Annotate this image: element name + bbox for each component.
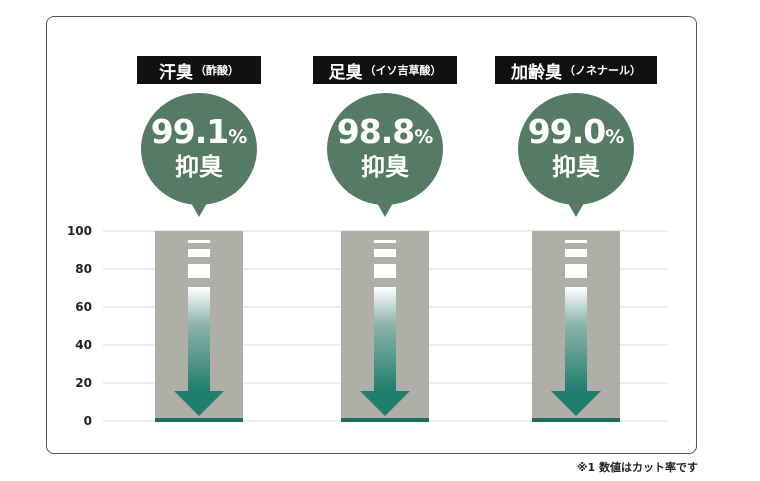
arrow-dash <box>565 264 587 278</box>
y-tick-label: 0 <box>84 414 92 428</box>
y-tick-label: 40 <box>75 338 92 352</box>
arrow-dash <box>565 240 587 243</box>
value-bubble: 98.8% 抑臭 <box>327 93 443 217</box>
data-label: 98.8% <box>327 113 443 156</box>
category-subname: （ノネナール） <box>564 64 641 77</box>
y-tick-label: 100 <box>67 224 92 238</box>
y-tick-label: 20 <box>75 376 92 390</box>
data-label-unit: % <box>228 126 248 148</box>
bubble-tail <box>377 203 393 217</box>
data-label-value: 99.1 <box>150 112 229 151</box>
category-label: 加齢臭 （ノネナール） <box>495 56 657 84</box>
data-label-unit: % <box>414 126 434 148</box>
arrow-dash <box>188 240 210 243</box>
category-label: 汗臭 （酢酸） <box>137 56 261 84</box>
data-label-caption: 抑臭 <box>175 153 223 181</box>
arrow-dash <box>374 240 396 243</box>
category-subname: （酢酸） <box>195 64 239 77</box>
data-label-unit: % <box>605 126 625 148</box>
bubble-tail <box>568 203 584 217</box>
arrow-shaft <box>374 287 396 391</box>
y-tick-label: 80 <box>75 262 92 276</box>
data-label-value: 98.8 <box>336 112 415 151</box>
bar-baseline <box>532 418 620 422</box>
chart-frame <box>46 16 697 454</box>
category-name: 足臭 <box>328 62 363 83</box>
bubble-tail <box>191 203 207 217</box>
data-label-caption: 抑臭 <box>361 153 409 181</box>
arrow-dash <box>374 249 396 257</box>
footnote: ※1 数値はカット率です <box>576 461 698 474</box>
data-label: 99.0% <box>518 113 634 156</box>
data-label: 99.1% <box>141 113 257 156</box>
arrow-shaft <box>565 287 587 391</box>
arrow-head <box>360 391 410 416</box>
arrow-head <box>551 391 601 416</box>
bar-baseline <box>341 418 429 422</box>
category-name: 汗臭 <box>159 62 193 83</box>
arrow-shaft <box>188 287 210 391</box>
arrow-dash <box>188 264 210 278</box>
arrow-dash <box>374 264 396 278</box>
arrow-head <box>174 391 224 416</box>
value-bubble: 99.1% 抑臭 <box>141 93 257 217</box>
value-bubble: 99.0% 抑臭 <box>518 93 634 217</box>
bar-baseline <box>155 418 243 422</box>
data-label-caption: 抑臭 <box>552 153 600 181</box>
data-label-value: 99.0 <box>527 112 606 151</box>
arrow-dash <box>188 249 210 257</box>
category-name: 加齢臭 <box>511 62 562 83</box>
category-subname: （イソ吉草酸） <box>364 64 442 77</box>
y-tick-label: 60 <box>75 300 92 314</box>
arrow-dash <box>565 249 587 257</box>
category-label: 足臭 （イソ吉草酸） <box>313 56 457 84</box>
